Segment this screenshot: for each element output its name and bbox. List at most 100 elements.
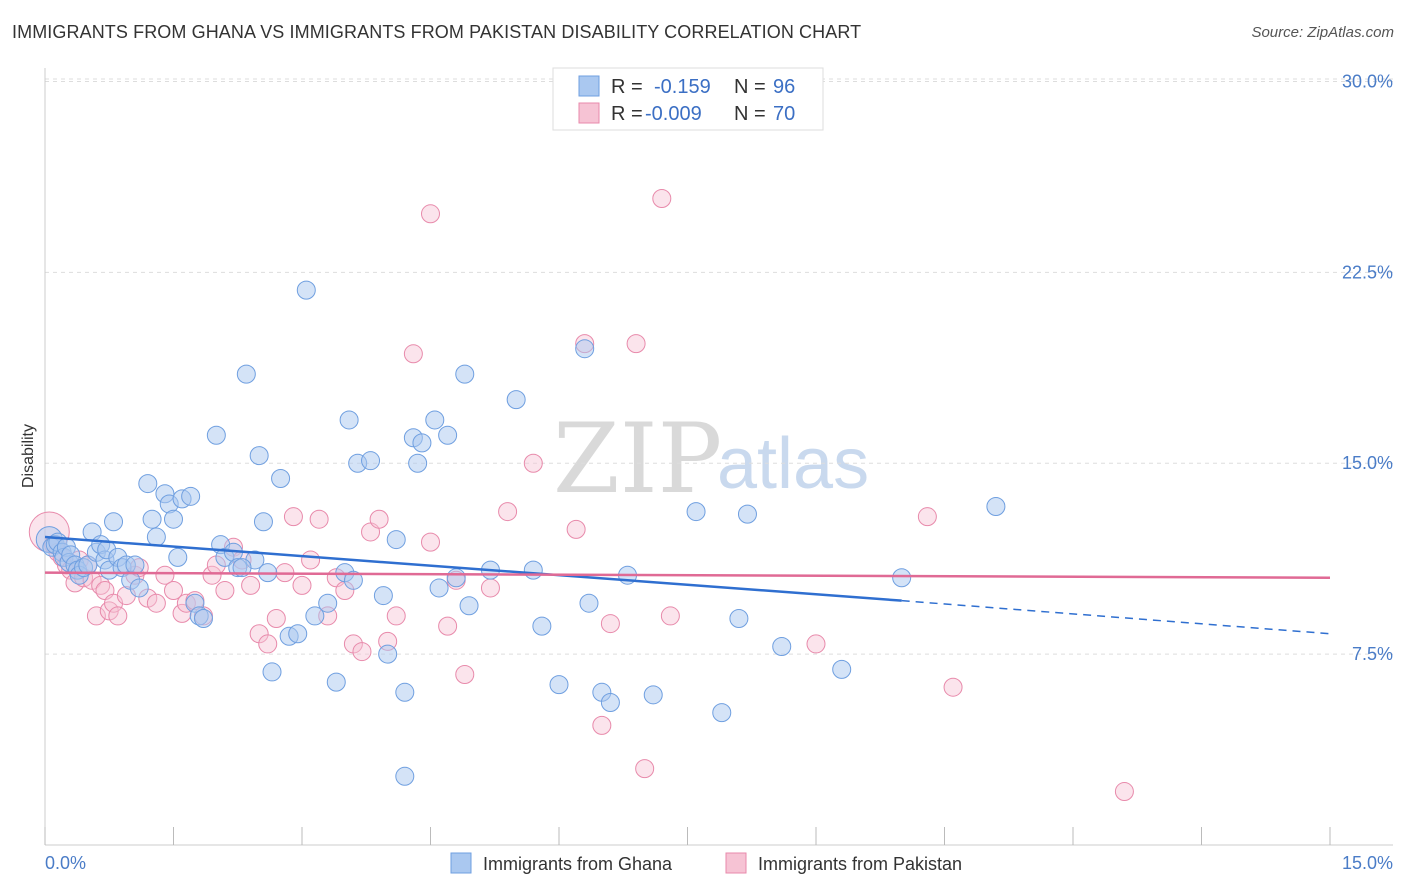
pakistan-point xyxy=(652,189,672,209)
pakistan-point xyxy=(301,550,321,570)
legend-swatch-ghana xyxy=(578,75,600,97)
ghana-point xyxy=(232,558,252,578)
ghana-point xyxy=(236,364,256,384)
pakistan-point xyxy=(660,606,680,626)
ghana-point xyxy=(643,685,663,705)
pakistan-point xyxy=(146,593,166,613)
ghana-point xyxy=(772,636,792,656)
pakistan-point xyxy=(241,575,261,595)
pakistan-point xyxy=(421,532,440,552)
trend-lines xyxy=(44,535,1331,635)
ghana-point xyxy=(429,578,449,598)
ghana-point xyxy=(142,509,162,529)
ghana-point xyxy=(386,530,406,550)
ghana-point xyxy=(125,555,145,575)
trend-line-ghana-extrapolated xyxy=(901,599,1331,635)
bottom-legend-swatch-ghana xyxy=(450,852,472,874)
legend-n-label-pakistan: N = xyxy=(734,103,766,125)
x-tick-label-max: 15.0% xyxy=(1342,853,1393,873)
ghana-point xyxy=(164,509,183,529)
legend-n-value-pakistan: 70 xyxy=(773,103,795,125)
ghana-point xyxy=(168,547,188,567)
ghana-point xyxy=(892,568,912,588)
pakistan-point xyxy=(403,344,423,364)
ghana-point xyxy=(373,586,393,606)
pakistan-point xyxy=(1114,782,1134,802)
ghana-point xyxy=(686,502,706,522)
y-axis-ticks: 7.5% 15.0% 22.5% 30.0% xyxy=(1342,71,1393,664)
ghana-point xyxy=(832,659,852,679)
pakistan-point xyxy=(155,565,175,585)
y-tick-label: 30.0% xyxy=(1342,71,1393,91)
pakistan-point xyxy=(266,608,286,628)
ghana-point xyxy=(361,451,381,471)
ghana-point xyxy=(523,560,543,580)
pakistan-point xyxy=(635,759,655,779)
pakistan-point xyxy=(917,507,937,527)
watermark: ZIP atlas xyxy=(553,403,869,515)
ghana-point xyxy=(343,570,363,590)
pakistan-point xyxy=(592,715,612,735)
trend-line-pakistan xyxy=(44,571,1331,580)
ghana-point xyxy=(532,616,552,636)
ghana-point xyxy=(378,644,398,664)
stats-legend: R = -0.159 N = 96 R = -0.009 N = 70 xyxy=(552,67,824,131)
pakistan-point xyxy=(164,580,183,600)
ghana-point xyxy=(412,433,432,453)
pakistan-point xyxy=(626,334,646,354)
ghana-point xyxy=(712,703,732,723)
bottom-legend-label-pakistan: Immigrants from Pakistan xyxy=(758,854,962,874)
source-label: Source: ZipAtlas.com xyxy=(1251,24,1394,41)
ghana-point xyxy=(253,512,273,532)
pakistan-point xyxy=(386,606,406,626)
legend-r-value-ghana: -0.159 xyxy=(654,76,711,98)
ghana-point xyxy=(455,364,475,384)
y-axis-label: Disability xyxy=(20,424,37,488)
ghana-point xyxy=(193,608,213,628)
pakistan-point xyxy=(292,575,312,595)
ghana-point xyxy=(575,339,595,359)
x-tick-label-min: 0.0% xyxy=(45,853,86,873)
x-axis-tick-marks xyxy=(44,827,1331,845)
ghana-point xyxy=(446,568,466,588)
ghana-point xyxy=(104,512,124,532)
ghana-point xyxy=(146,527,166,547)
legend-n-value-ghana: 96 xyxy=(773,76,795,98)
trend-line-ghana xyxy=(44,535,902,602)
ghana-point xyxy=(181,486,201,506)
series-legend: Immigrants from Ghana Immigrants from Pa… xyxy=(450,852,962,874)
watermark-zip: ZIP xyxy=(553,403,722,515)
watermark-atlas: atlas xyxy=(717,424,869,504)
ghana-point xyxy=(600,692,620,712)
legend-r-label-pakistan: R = xyxy=(611,103,643,125)
ghana-points xyxy=(35,280,1006,786)
ghana-point xyxy=(296,280,316,300)
pakistan-point xyxy=(566,519,586,539)
ghana-point xyxy=(249,446,269,466)
pakistan-point xyxy=(421,204,440,224)
legend-swatch-pakistan xyxy=(578,102,600,124)
pakistan-point xyxy=(215,580,235,600)
ghana-point xyxy=(339,410,359,430)
ghana-point xyxy=(262,662,282,682)
bottom-legend-label-ghana: Immigrants from Ghana xyxy=(483,854,673,874)
pakistan-point xyxy=(86,606,106,626)
pakistan-point xyxy=(480,578,500,598)
ghana-point xyxy=(271,468,291,488)
pakistan-point xyxy=(498,502,518,522)
y-tick-label: 15.0% xyxy=(1342,453,1393,473)
ghana-point xyxy=(459,596,479,616)
pakistan-point xyxy=(108,606,128,626)
pakistan-point xyxy=(455,664,475,684)
y-tick-label: 22.5% xyxy=(1342,262,1393,282)
ghana-point xyxy=(425,410,445,430)
pakistan-point xyxy=(806,634,826,654)
pakistan-point xyxy=(309,509,329,529)
ghana-point xyxy=(549,675,569,695)
pakistan-point xyxy=(283,507,303,527)
ghana-point xyxy=(506,390,526,410)
ghana-point xyxy=(288,624,308,644)
pakistan-point xyxy=(352,642,372,662)
ghana-point xyxy=(318,593,338,613)
